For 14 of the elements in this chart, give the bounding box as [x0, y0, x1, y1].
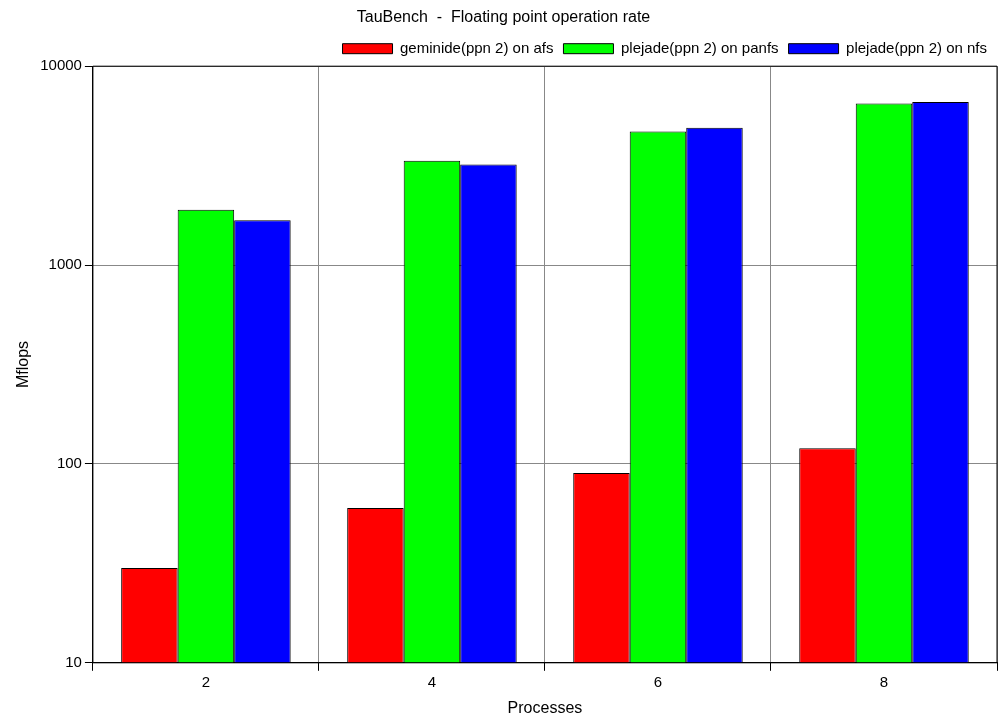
x-tick-label: 2 — [201, 672, 211, 690]
x-tick-label: 4 — [427, 672, 437, 690]
y-tick-label: 1000 — [48, 255, 82, 273]
y-tick-label: 100 — [56, 454, 82, 472]
chart-title: TauBench - Floating point operation rate — [356, 8, 651, 26]
legend-label: plejade(ppn 2) on panfs — [620, 38, 779, 56]
y-axis-title: Mflops — [14, 340, 32, 389]
legend-label: plejade(ppn 2) on nfs — [846, 38, 987, 56]
legend-label: geminide(ppn 2) on afs — [400, 38, 554, 56]
x-axis-title: Processes — [507, 698, 583, 716]
x-tick-label: 8 — [879, 672, 889, 690]
y-tick-label: 10000 — [40, 56, 82, 74]
x-tick-label: 6 — [653, 672, 663, 690]
y-tick-label: 10 — [65, 652, 82, 670]
